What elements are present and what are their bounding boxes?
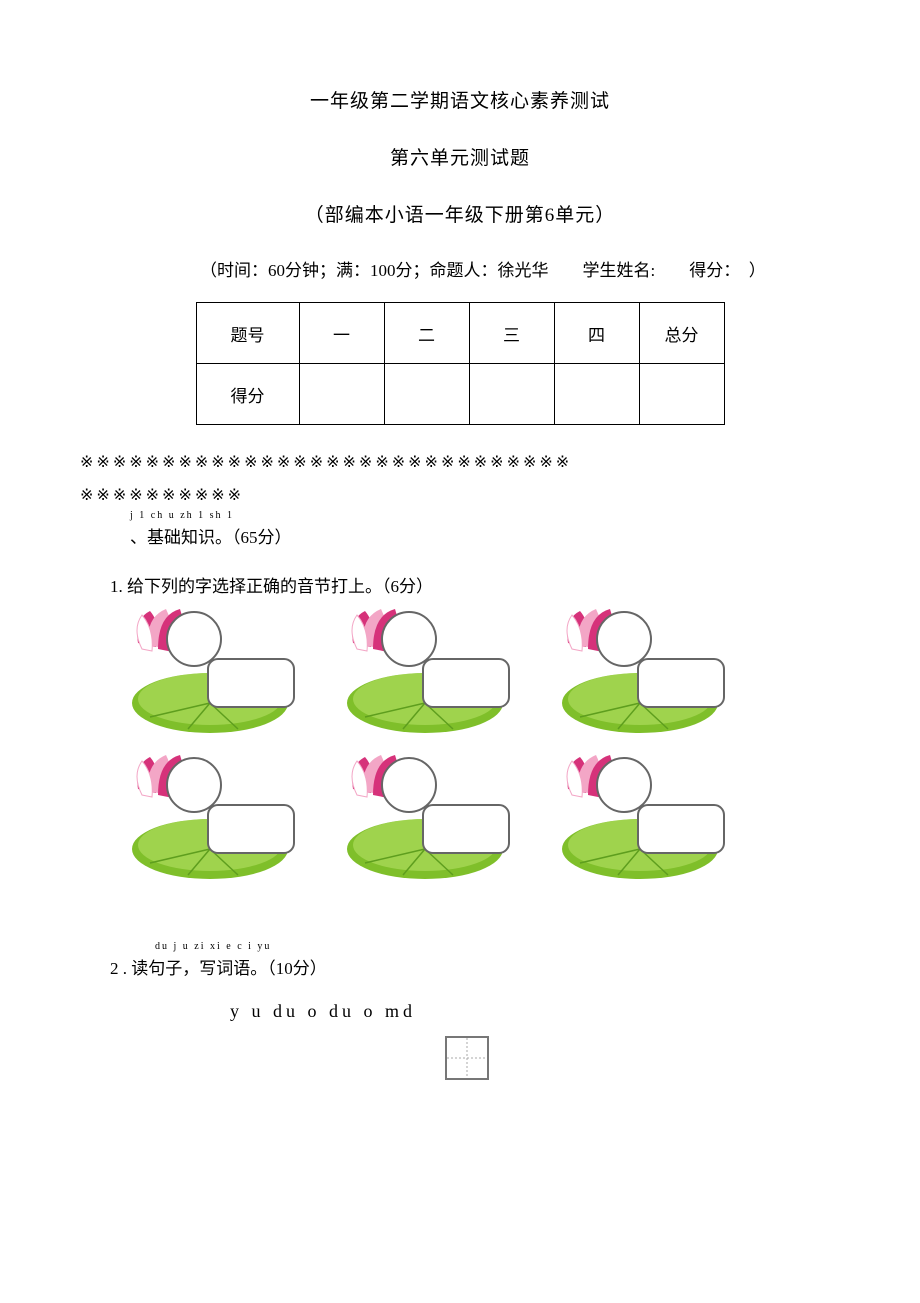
- score-value-cell[interactable]: [554, 364, 639, 425]
- score-header-cell: 二: [384, 303, 469, 364]
- page-title-2: 第六单元测试题: [80, 143, 840, 170]
- section1-pinyin: j 1 ch u zh 1 sh 1: [130, 510, 840, 521]
- score-header-cell: 题号: [196, 303, 299, 364]
- lotus-card[interactable]: [343, 753, 513, 881]
- score-value-cell[interactable]: [384, 364, 469, 425]
- score-header-cell: 四: [554, 303, 639, 364]
- score-value-cell[interactable]: 得分: [196, 364, 299, 425]
- q2-pinyin-ruby: du j u zi xi e c i yu: [155, 941, 840, 952]
- table-row: 得分: [196, 364, 724, 425]
- section1-heading: 、基础知识。（65分）: [130, 523, 840, 548]
- exam-meta: （时间：60分钟；满：100分；命题人：徐光华 学生姓名: 得分： ）: [80, 257, 840, 284]
- page-subtitle: （部编本小语一年级下册第6单元）: [80, 200, 840, 227]
- score-value-cell[interactable]: [469, 364, 554, 425]
- score-header-cell: 三: [469, 303, 554, 364]
- q2-line-pinyin: y u du o du o md: [230, 1001, 840, 1022]
- score-table: 题号一二三四总分 得分: [196, 302, 725, 425]
- writing-box[interactable]: [445, 1036, 840, 1085]
- score-header-cell: 总分: [639, 303, 724, 364]
- q2-text: 2 . 读句子，写词语。（10分）: [110, 954, 840, 979]
- divider-line-2: ※※※※※※※※※※: [80, 482, 840, 509]
- lotus-card[interactable]: [558, 753, 728, 881]
- q1-text: 1. 给下列的字选择正确的音节打上。（6分）: [110, 572, 840, 597]
- lotus-card[interactable]: [558, 607, 728, 735]
- lotus-card[interactable]: [128, 753, 298, 881]
- page-title-1: 一年级第二学期语文核心素养测试: [80, 86, 840, 113]
- divider-line-1: ※※※※※※※※※※※※※※※※※※※※※※※※※※※※※※: [80, 449, 840, 476]
- score-value-cell[interactable]: [639, 364, 724, 425]
- lotus-card[interactable]: [343, 607, 513, 735]
- table-row: 题号一二三四总分: [196, 303, 724, 364]
- score-value-cell[interactable]: [299, 364, 384, 425]
- q1-cards: [128, 607, 840, 881]
- lotus-card[interactable]: [128, 607, 298, 735]
- score-header-cell: 一: [299, 303, 384, 364]
